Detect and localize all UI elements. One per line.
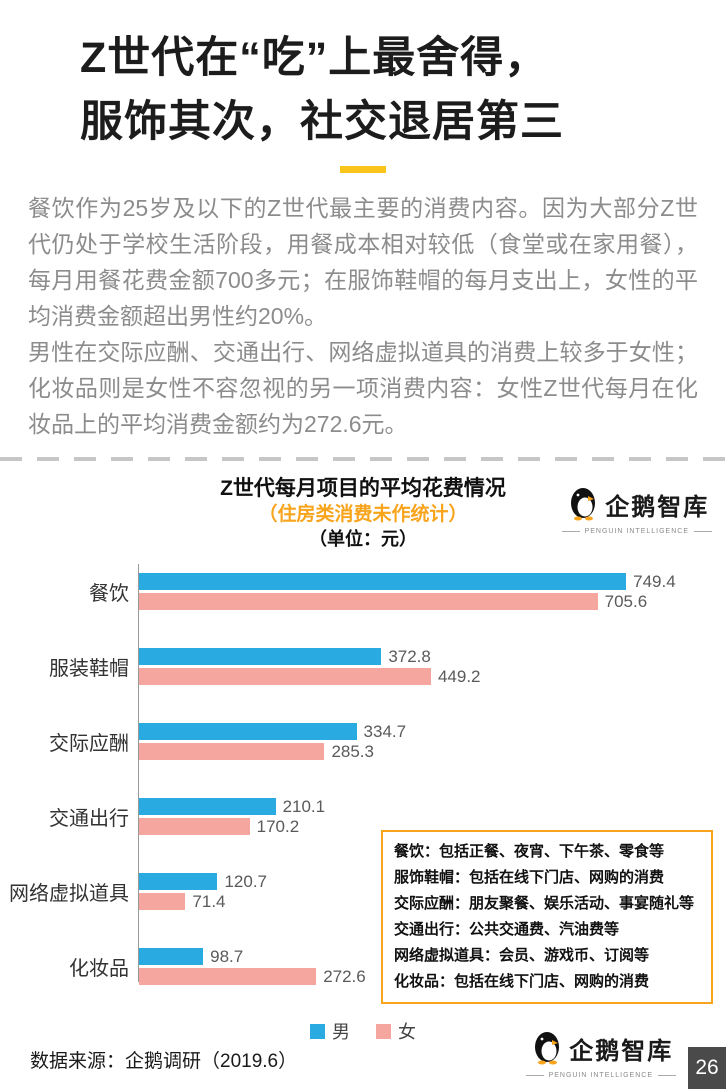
brand-logo-footer: 企鹅智库 PENGUIN INTELLIGENCE xyxy=(526,1027,676,1079)
bar-value: 120.7 xyxy=(224,871,267,891)
bar-male xyxy=(139,648,382,665)
category-label: 餐饮 xyxy=(89,583,129,605)
title-accent-dash xyxy=(340,166,386,173)
bar-line: 749.4 xyxy=(139,571,726,591)
bar-female xyxy=(139,743,325,760)
bar-value: 71.4 xyxy=(192,891,226,911)
bar-line: 98.7 xyxy=(139,946,726,966)
chart-row: 交通出行 210.1 170.2 xyxy=(0,795,726,838)
bar-male xyxy=(139,723,357,740)
bar-male xyxy=(139,573,627,590)
bar-line: 170.2 xyxy=(139,816,726,836)
bar-female xyxy=(139,893,186,910)
bar-value: 285.3 xyxy=(331,741,374,761)
bar-value: 334.7 xyxy=(363,721,407,741)
brand-name: 企鹅智库 xyxy=(569,1038,674,1065)
page-title-line2: 服饰其次，社交退居第三 xyxy=(80,98,564,146)
chart-unit-label: （单位：元） xyxy=(309,529,417,549)
brand-tagline: PENGUIN INTELLIGENCE xyxy=(526,1072,676,1079)
data-source: 数据来源：企鹅调研（2019.6） xyxy=(30,1051,298,1072)
bar-line: 71.4 xyxy=(139,891,726,911)
brand-logo-top: 企鹅智库 xyxy=(564,483,709,526)
dashed-divider xyxy=(0,457,726,461)
intro-paragraph-2: 男性在交际应酬、交通出行、网络虚拟道具的消费上较多于女性；化妆品则是女性不容忽视… xyxy=(28,339,698,437)
category-notes-box: 餐饮：包括正餐、夜宵、下午茶、零食等 服饰鞋帽：包括在线下门店、网购的消费 交际… xyxy=(381,830,713,1004)
bar-line: 705.6 xyxy=(139,591,726,611)
bar-male xyxy=(139,948,204,965)
chart-axis-line xyxy=(138,564,139,982)
bar-line: 285.3 xyxy=(139,741,726,761)
page-title: Z世代在“吃”上最舍得， 服饰其次，社交退居第三 xyxy=(80,26,706,154)
bar-female xyxy=(139,818,250,835)
chart-row: 网络虚拟道具 120.7 71.4 xyxy=(0,870,726,913)
bar-line: 449.2 xyxy=(139,666,726,686)
bar-female xyxy=(139,968,317,985)
bar-value: 705.6 xyxy=(604,591,648,611)
bar-value: 210.1 xyxy=(282,796,326,816)
brand-name: 企鹅智库 xyxy=(605,494,710,521)
brand-logo-header: 企鹅智库 PENGUIN INTELLIGENCE xyxy=(562,483,712,535)
bar-value: 98.7 xyxy=(210,946,244,966)
chart-row: 服装鞋帽 372.8 449.2 xyxy=(0,645,726,688)
category-label: 网络虚拟道具 xyxy=(9,883,129,905)
chart-row: 化妆品 98.7 272.6 xyxy=(0,945,726,988)
legend-male-swatch xyxy=(310,1023,325,1039)
bar-male xyxy=(139,798,276,815)
category-label: 交际应酬 xyxy=(49,733,129,755)
bar-line: 334.7 xyxy=(139,721,726,741)
bar-value: 449.2 xyxy=(437,666,481,686)
bar-line: 120.7 xyxy=(139,871,726,891)
bar-group: 372.8 449.2 xyxy=(138,645,726,688)
bar-value: 170.2 xyxy=(256,816,300,836)
category-label: 交通出行 xyxy=(49,808,129,830)
page-number: 26 xyxy=(688,1047,726,1089)
chart-subtitle: （住房类消费未作统计） xyxy=(258,504,468,525)
chart-row: 交际应酬 334.7 285.3 xyxy=(0,720,726,763)
legend-male-label: 男 xyxy=(332,1022,350,1042)
chart-legend: 男 女 xyxy=(0,1018,726,1044)
intro-text: 餐饮作为25岁及以下的Z世代最主要的消费内容。因为大部分Z世代仍处于学校生活阶段… xyxy=(28,190,698,442)
chart-section: Z世代每月项目的平均花费情况 （住房类消费未作统计） （单位：元） 餐饮 749.… xyxy=(0,476,726,1044)
bar-line: 272.6 xyxy=(139,966,726,986)
legend-female-label: 女 xyxy=(398,1022,416,1042)
bar-group: 98.7 272.6 xyxy=(138,945,726,988)
brand-logo-top: 企鹅智库 xyxy=(528,1027,673,1070)
note-line: 交通出行：公共交通费、汽油费等 xyxy=(394,921,620,938)
bar-group: 210.1 170.2 xyxy=(138,795,726,838)
bar-female xyxy=(139,593,598,610)
note-line: 网络虚拟道具：会员、游戏币、订阅等 xyxy=(394,947,650,964)
brand-tagline: PENGUIN INTELLIGENCE xyxy=(562,528,712,535)
penguin-logo-icon xyxy=(528,1027,566,1070)
note-line: 服饰鞋帽：包括在线下门店、网购的消费 xyxy=(394,869,665,886)
note-line: 交际应酬：朋友聚餐、娱乐活动、事宴随礼等 xyxy=(394,895,695,912)
note-line: 餐饮：包括正餐、夜宵、下午茶、零食等 xyxy=(394,843,665,860)
page-title-line1: Z世代在“吃”上最舍得， xyxy=(80,34,549,82)
chart-title: Z世代每月项目的平均花费情况 xyxy=(220,477,506,500)
category-label: 化妆品 xyxy=(69,958,129,980)
bar-group: 749.4 705.6 xyxy=(138,570,726,613)
note-line: 化妆品：包括在线下门店、网购的消费 xyxy=(394,973,650,990)
category-label: 服装鞋帽 xyxy=(49,658,129,680)
bar-value: 372.8 xyxy=(388,646,431,666)
bar-line: 210.1 xyxy=(139,796,726,816)
bar-chart: 餐饮 749.4 705.6 服装鞋帽 372.8 449.2 交际应酬 334.7 285.3… xyxy=(0,564,726,988)
intro-paragraph-1: 餐饮作为25岁及以下的Z世代最主要的消费内容。因为大部分Z世代仍处于学校生活阶段… xyxy=(28,195,698,329)
chart-row: 餐饮 749.4 705.6 xyxy=(0,570,726,613)
bar-group: 334.7 285.3 xyxy=(138,720,726,763)
bar-value: 749.4 xyxy=(633,571,676,591)
bar-group: 120.7 71.4 xyxy=(138,870,726,913)
bar-value: 272.6 xyxy=(323,966,366,986)
chart-rows: 餐饮 749.4 705.6 服装鞋帽 372.8 449.2 交际应酬 334.7 285.3… xyxy=(0,570,726,988)
bar-line: 372.8 xyxy=(139,646,726,666)
bar-male xyxy=(139,873,218,890)
penguin-logo-icon xyxy=(564,483,602,526)
legend-female-swatch xyxy=(376,1023,391,1039)
bar-female xyxy=(139,668,431,685)
